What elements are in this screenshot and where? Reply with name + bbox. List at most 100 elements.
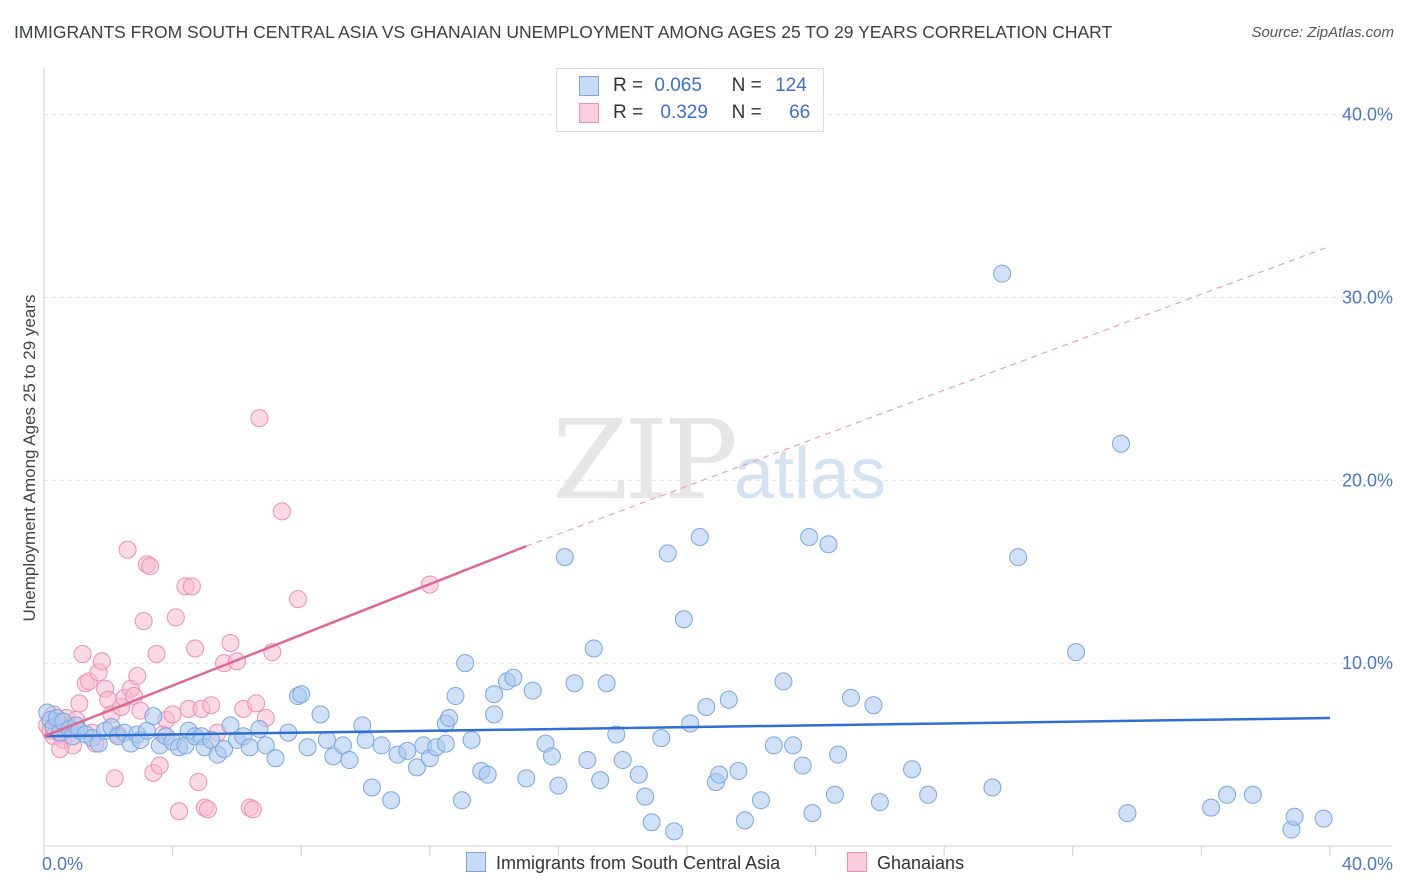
legend-row-blue: R = 0.065 N = 124: [579, 75, 807, 99]
south-central-asia-point-87: [629, 765, 648, 784]
south-central-asia-point-121: [1112, 434, 1131, 453]
south-central-asia-point-113: [864, 696, 883, 715]
south-central-asia-point-102: [751, 791, 770, 810]
south-central-asia-point-111: [829, 745, 848, 764]
south-central-asia-trend-line: [43, 716, 1331, 738]
ghanaians-point-10: [70, 694, 89, 713]
south-central-asia-point-125: [1243, 785, 1262, 804]
legend-swatch-blue: [579, 75, 599, 96]
legend-swatch-pink: [579, 102, 599, 123]
south-central-asia-point-107: [800, 527, 819, 546]
trend-lines: [43, 245, 1331, 738]
south-central-asia-point-57: [407, 758, 426, 777]
ghanaians-point-39: [166, 608, 185, 627]
ghanaians-point-65: [51, 740, 70, 759]
south-central-asia-point-74: [517, 769, 536, 788]
chart-title: IMMIGRANTS FROM SOUTH CENTRAL ASIA VS GH…: [14, 22, 1113, 42]
south-central-asia-point-112: [841, 688, 860, 707]
south-central-asia-point-51: [356, 730, 375, 749]
south-central-asia-point-40: [266, 749, 285, 768]
legend-r-label: R =: [613, 102, 644, 123]
south-central-asia-point-81: [578, 751, 597, 770]
south-central-asia-point-110: [825, 785, 844, 804]
south-central-asia-point-93: [674, 610, 693, 629]
ghanaians-point-25: [118, 540, 137, 559]
south-central-asia-point-86: [613, 751, 632, 770]
south-central-asia-point-52: [362, 778, 381, 797]
bottom-legend-label-pink: Ghanaians: [877, 853, 965, 873]
ghanaians-point-52: [221, 634, 240, 653]
south-central-asia-point-83: [591, 771, 610, 790]
legend-r-label: R =: [613, 75, 644, 96]
south-central-asia-point-54: [382, 791, 401, 810]
watermark: ZIPatlas: [552, 396, 886, 524]
ghanaians-points: [38, 409, 439, 821]
south-central-asia-point-114: [870, 793, 889, 812]
ghanaians-point-40: [170, 802, 189, 821]
south-central-asia-point-65: [452, 791, 471, 810]
south-central-asia-point-90: [652, 729, 671, 748]
ghanaians-point-43: [182, 577, 201, 596]
south-central-asia-point-49: [340, 751, 359, 770]
south-central-asia-point-94: [681, 714, 700, 733]
ghanaians-point-28: [128, 666, 147, 685]
legend-r-value-pink: 0.329: [660, 102, 708, 123]
ghanaians-point-11: [73, 645, 92, 663]
south-central-asia-point-69: [478, 765, 497, 784]
south-central-asia-point-38: [250, 719, 269, 738]
y-tick-label-3: 40.0%: [1342, 105, 1393, 125]
bottom-legend-swatch-pink: [847, 852, 867, 872]
legend-n-label: N =: [731, 75, 762, 96]
south-central-asia-point-79: [555, 548, 574, 567]
bottom-legend-label-blue: Immigrants from South Central Asia: [496, 853, 781, 873]
south-central-asia-point-122: [1118, 804, 1137, 823]
legend-r-value-blue: 0.065: [654, 75, 702, 96]
tick-labels: 10.0% 20.0% 30.0% 40.0% 0.0% 40.0%: [42, 105, 1393, 874]
south-central-asia-point-43: [292, 685, 311, 704]
south-central-asia-point-44: [298, 738, 317, 757]
south-central-asia-points: [38, 264, 1333, 841]
ghanaians-point-61: [272, 502, 291, 521]
south-central-asia-point-115: [903, 760, 922, 779]
south-central-asia-point-63: [440, 709, 459, 727]
south-central-asia-point-45: [311, 705, 330, 724]
south-central-asia-point-64: [446, 687, 465, 706]
south-central-asia-point-75: [523, 681, 542, 700]
south-central-asia-point-103: [764, 736, 783, 755]
ghanaians-point-56: [243, 800, 262, 819]
ghanaians-point-49: [202, 696, 221, 715]
y-axis-label: Unemployment Among Ages 25 to 29 years: [20, 295, 39, 622]
south-central-asia-point-82: [584, 639, 603, 658]
grid-lines: [44, 114, 1392, 664]
south-central-asia-point-84: [597, 674, 616, 693]
south-central-asia-point-61: [436, 734, 455, 753]
ghanaians-point-58: [250, 409, 269, 428]
ghanaians-point-17: [92, 652, 111, 671]
x-tick-label-1: 40.0%: [1342, 854, 1393, 874]
south-central-asia-point-104: [774, 672, 793, 691]
south-central-asia-point-120: [1067, 643, 1086, 662]
ghanaians-trend-line: [43, 544, 527, 738]
source-label: Source: ZipAtlas.com: [1251, 24, 1394, 41]
south-central-asia-point-117: [983, 778, 1002, 797]
south-central-asia-point-128: [1314, 809, 1333, 828]
south-central-asia-point-116: [919, 785, 938, 804]
bottom-legend-item-pink: Ghanaians: [847, 852, 964, 874]
south-central-asia-point-91: [658, 544, 677, 563]
south-central-asia-point-119: [1009, 548, 1028, 567]
legend-row-pink: R = 0.329 N = 66: [579, 102, 810, 126]
south-central-asia-point-71: [485, 685, 504, 704]
south-central-asia-point-105: [784, 736, 803, 755]
south-central-asia-point-124: [1218, 785, 1237, 804]
south-central-asia-point-108: [803, 804, 822, 823]
south-central-asia-point-21: [144, 707, 163, 726]
legend-n-label: N =: [731, 102, 762, 123]
legend-n-value-pink: 66: [789, 102, 811, 123]
ghanaians-point-35: [150, 756, 169, 775]
south-central-asia-point-67: [462, 730, 481, 749]
south-central-asia-point-56: [398, 741, 417, 760]
south-central-asia-point-118: [993, 264, 1012, 283]
y-tick-label-0: 10.0%: [1342, 653, 1393, 673]
south-central-asia-point-101: [735, 811, 754, 830]
